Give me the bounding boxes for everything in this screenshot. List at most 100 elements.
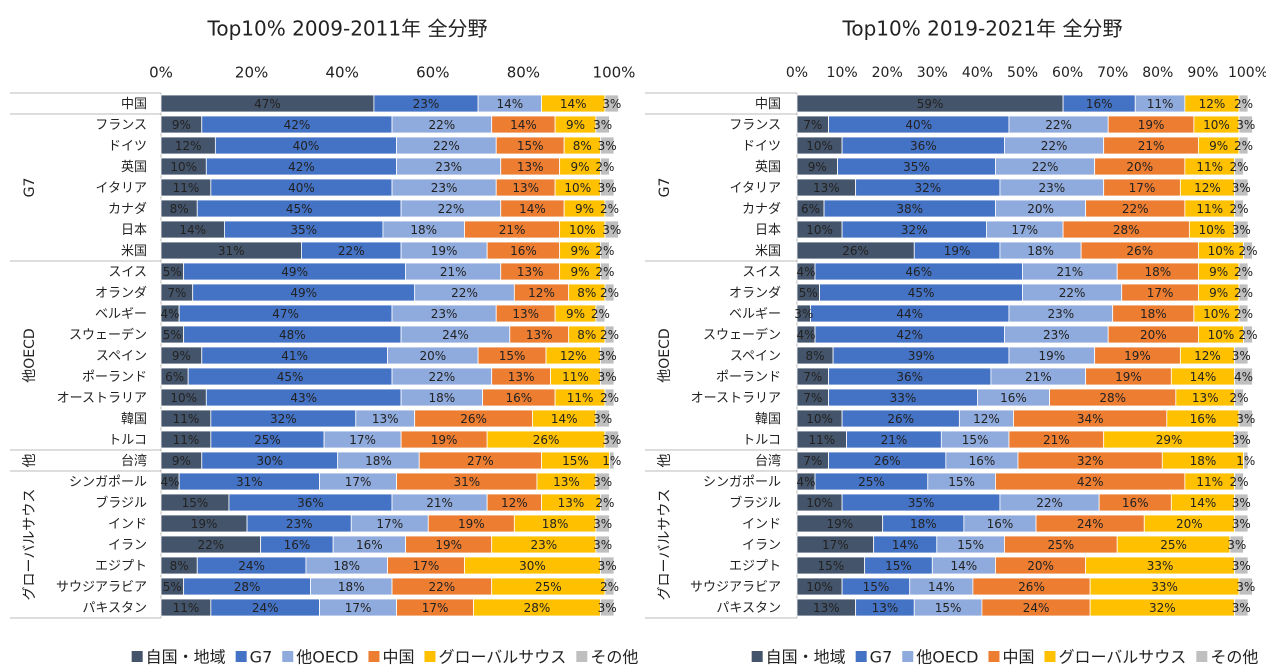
value-label: 24%: [1023, 601, 1050, 615]
value-label: 23%: [1047, 307, 1074, 321]
value-label: 22%: [1059, 286, 1086, 300]
value-label: 9%: [808, 160, 827, 174]
value-label: 22%: [429, 370, 456, 384]
category-label: エジプト: [95, 559, 147, 574]
value-label: 2%: [595, 244, 614, 258]
value-label: 45%: [908, 286, 935, 300]
value-label: 23%: [435, 160, 462, 174]
value-label: 3%: [1227, 538, 1246, 552]
bar-segment: [600, 346, 615, 365]
value-label: 6%: [801, 202, 820, 216]
value-label: 22%: [1032, 160, 1059, 174]
value-label: 9%: [571, 160, 590, 174]
value-label: 13%: [526, 328, 553, 342]
value-label: 26%: [874, 454, 901, 468]
value-label: 15%: [885, 559, 912, 573]
bar-segment: [1234, 472, 1244, 491]
bar-segment: [600, 367, 615, 386]
value-label: 13%: [517, 160, 544, 174]
value-label: 20%: [1126, 160, 1153, 174]
value-label: 35%: [290, 223, 317, 237]
value-label: 4%: [161, 307, 180, 321]
category-label: インド: [742, 517, 781, 532]
bar-segment: [1238, 304, 1249, 323]
category-label: パキスタン: [82, 601, 147, 616]
value-label: 33%: [890, 391, 917, 405]
x-tick-label: 50%: [1007, 65, 1038, 81]
value-label: 10%: [806, 139, 833, 153]
value-label: 3%: [593, 475, 612, 489]
value-label: 3%: [598, 181, 617, 195]
value-label: 42%: [1077, 475, 1104, 489]
value-label: 23%: [1043, 328, 1070, 342]
category-label: オーストラリア: [57, 391, 147, 406]
value-label: 21%: [1057, 265, 1084, 279]
value-label: 10%: [806, 496, 833, 510]
value-label: 47%: [254, 97, 281, 111]
value-label: 38%: [896, 202, 923, 216]
value-label: 11%: [1147, 97, 1174, 111]
value-label: 12%: [1194, 181, 1221, 195]
x-tick-label: 80%: [1142, 65, 1173, 81]
chart-title: Top10% 2009-2011年 全分野: [207, 17, 488, 41]
value-label: 10%: [564, 181, 591, 195]
value-label: 9%: [1209, 265, 1228, 279]
value-label: 3%: [1232, 181, 1251, 195]
value-label: 12%: [1194, 349, 1221, 363]
value-label: 21%: [1138, 139, 1165, 153]
value-label: 11%: [173, 433, 200, 447]
value-label: 26%: [887, 412, 914, 426]
group-label: グローバルサウス: [657, 489, 673, 601]
legend-label: 中国: [382, 648, 414, 666]
value-label: 3%: [598, 139, 617, 153]
x-tick-label: 90%: [1187, 65, 1218, 81]
value-label: 17%: [413, 559, 440, 573]
value-label: 18%: [1144, 265, 1171, 279]
value-label: 14%: [496, 97, 523, 111]
value-label: 21%: [1025, 370, 1052, 384]
value-label: 2%: [1229, 202, 1248, 216]
value-label: 4%: [796, 265, 815, 279]
value-label: 3%: [593, 412, 612, 426]
value-label: 13%: [813, 181, 840, 195]
value-label: 3%: [598, 349, 617, 363]
value-label: 21%: [1043, 433, 1070, 447]
value-label: 8%: [170, 559, 189, 573]
value-label: 22%: [197, 538, 224, 552]
bar-segment: [595, 115, 610, 134]
value-label: 15%: [182, 496, 209, 510]
value-label: 5%: [163, 580, 182, 594]
value-label: 3%: [598, 559, 617, 573]
value-label: 19%: [1138, 118, 1165, 132]
category-label: シンガポール: [703, 475, 781, 490]
bar-segment: [1234, 178, 1249, 197]
legend-label: 自国・地域: [146, 648, 226, 666]
value-label: 3%: [598, 370, 617, 384]
category-label: パキスタン: [716, 601, 781, 616]
value-label: 19%: [944, 244, 971, 258]
value-label: 9%: [1209, 286, 1228, 300]
value-label: 7%: [167, 286, 186, 300]
value-label: 30%: [519, 559, 546, 573]
group-label: 他OECD: [22, 328, 38, 382]
category-label: 米国: [755, 244, 781, 259]
value-label: 2%: [1234, 139, 1253, 153]
value-label: 18%: [338, 580, 365, 594]
group-label: G7: [657, 178, 673, 198]
bar-segment: [595, 514, 610, 533]
category-label: スペイン: [96, 349, 147, 364]
legend-swatch: [751, 651, 763, 662]
value-label: 3%: [602, 97, 621, 111]
value-label: 25%: [1160, 538, 1187, 552]
value-label: 19%: [1115, 370, 1142, 384]
bar-segment: [1234, 157, 1244, 176]
value-label: 13%: [1192, 391, 1219, 405]
value-label: 12%: [501, 496, 528, 510]
value-label: 19%: [435, 538, 462, 552]
value-label: 14%: [510, 118, 537, 132]
bar-segment: [604, 283, 615, 302]
value-label: 22%: [1045, 118, 1072, 132]
value-label: 2%: [595, 265, 614, 279]
category-label: サウジアラビア: [56, 580, 147, 595]
value-label: 3%: [593, 118, 612, 132]
